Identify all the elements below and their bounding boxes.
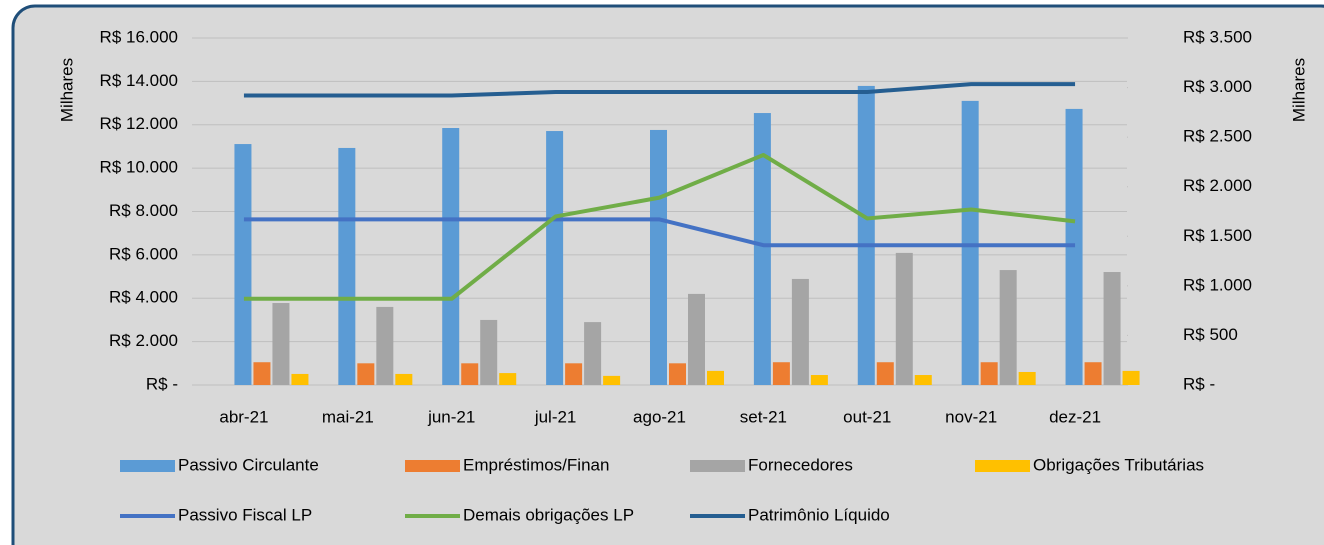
- legend-swatch: [405, 460, 460, 472]
- bar: [376, 306, 394, 385]
- y-tick-label: R$ 16.000: [100, 27, 178, 46]
- legend-label: Demais obrigações LP: [463, 505, 634, 524]
- bar: [1084, 362, 1102, 385]
- y2-tick-label: R$ 2.000: [1183, 176, 1252, 195]
- bar: [857, 85, 875, 385]
- bar: [914, 375, 932, 385]
- line: [243, 152, 1076, 301]
- bar: [499, 373, 517, 385]
- bar: [650, 129, 667, 385]
- y-tick-label: R$ 12.000: [100, 114, 178, 133]
- bar: [291, 373, 309, 385]
- bar: [565, 363, 583, 385]
- legend-swatch: [690, 460, 745, 472]
- line: [243, 217, 1076, 248]
- y2-tick-label: R$ -: [1183, 374, 1215, 393]
- legend-swatch: [975, 460, 1030, 472]
- x-tick-label: dez-21: [1049, 407, 1101, 426]
- bar: [895, 252, 913, 385]
- bar: [753, 113, 771, 385]
- x-tick-label: set-21: [740, 407, 787, 426]
- y2-axis-label: Milhares: [1289, 58, 1308, 122]
- bar: [772, 362, 790, 385]
- bar: [272, 303, 290, 385]
- line: [243, 82, 1076, 98]
- x-tick-label: jun-21: [427, 407, 475, 426]
- bar: [357, 363, 375, 385]
- bar: [688, 293, 705, 385]
- bar: [603, 375, 621, 385]
- bar: [461, 363, 479, 385]
- y-tick-label: R$ 10.000: [100, 158, 178, 177]
- bar: [669, 363, 686, 385]
- chart-background: [11, 4, 1324, 545]
- legend-label: Empréstimos/Finan: [463, 455, 609, 474]
- bar: [707, 370, 724, 385]
- y-tick-label: R$ 4.000: [109, 288, 178, 307]
- x-tick-label: mai-21: [322, 407, 374, 426]
- bar: [442, 128, 460, 386]
- bar: [1122, 370, 1140, 385]
- bar: [234, 144, 252, 385]
- y2-tick-label: R$ 3.000: [1183, 77, 1252, 96]
- legend-label: Passivo Fiscal LP: [178, 505, 312, 524]
- x-tick-label: nov-21: [945, 407, 997, 426]
- y2-tick-label: R$ 3.500: [1183, 27, 1252, 46]
- legend-label: Passivo Circulante: [178, 455, 319, 474]
- bar: [791, 278, 809, 385]
- bar: [395, 373, 413, 385]
- bar: [810, 375, 828, 385]
- y2-tick-label: R$ 500: [1183, 325, 1238, 344]
- legend-swatch: [120, 460, 175, 472]
- bar: [1018, 371, 1036, 385]
- x-tick-label: abr-21: [219, 407, 268, 426]
- bar: [253, 362, 271, 385]
- y2-tick-label: R$ 1.000: [1183, 275, 1252, 294]
- y-tick-label: R$ 6.000: [109, 244, 178, 263]
- y-tick-label: R$ 14.000: [100, 71, 178, 90]
- bar: [999, 270, 1017, 385]
- bar: [980, 362, 998, 385]
- bar: [584, 322, 602, 385]
- bar: [1103, 272, 1121, 385]
- x-tick-label: jul-21: [534, 407, 577, 426]
- legend-label: Obrigações Tributárias: [1033, 455, 1204, 474]
- x-tick-label: ago-21: [633, 407, 686, 426]
- y-tick-label: R$ 8.000: [109, 201, 178, 220]
- y-axis-label: Milhares: [57, 58, 76, 122]
- bar: [480, 319, 498, 385]
- y-tick-label: R$ -: [146, 374, 178, 393]
- legend-label: Fornecedores: [748, 455, 853, 474]
- x-tick-label: out-21: [843, 407, 891, 426]
- bar: [876, 362, 894, 385]
- bar: [961, 100, 979, 386]
- legend-label: Patrimônio Líquido: [748, 505, 890, 524]
- y2-tick-label: R$ 2.500: [1183, 127, 1252, 146]
- bar: [338, 147, 356, 385]
- y-tick-label: R$ 2.000: [109, 331, 178, 350]
- bar: [546, 131, 564, 385]
- y2-tick-label: R$ 1.500: [1183, 226, 1252, 245]
